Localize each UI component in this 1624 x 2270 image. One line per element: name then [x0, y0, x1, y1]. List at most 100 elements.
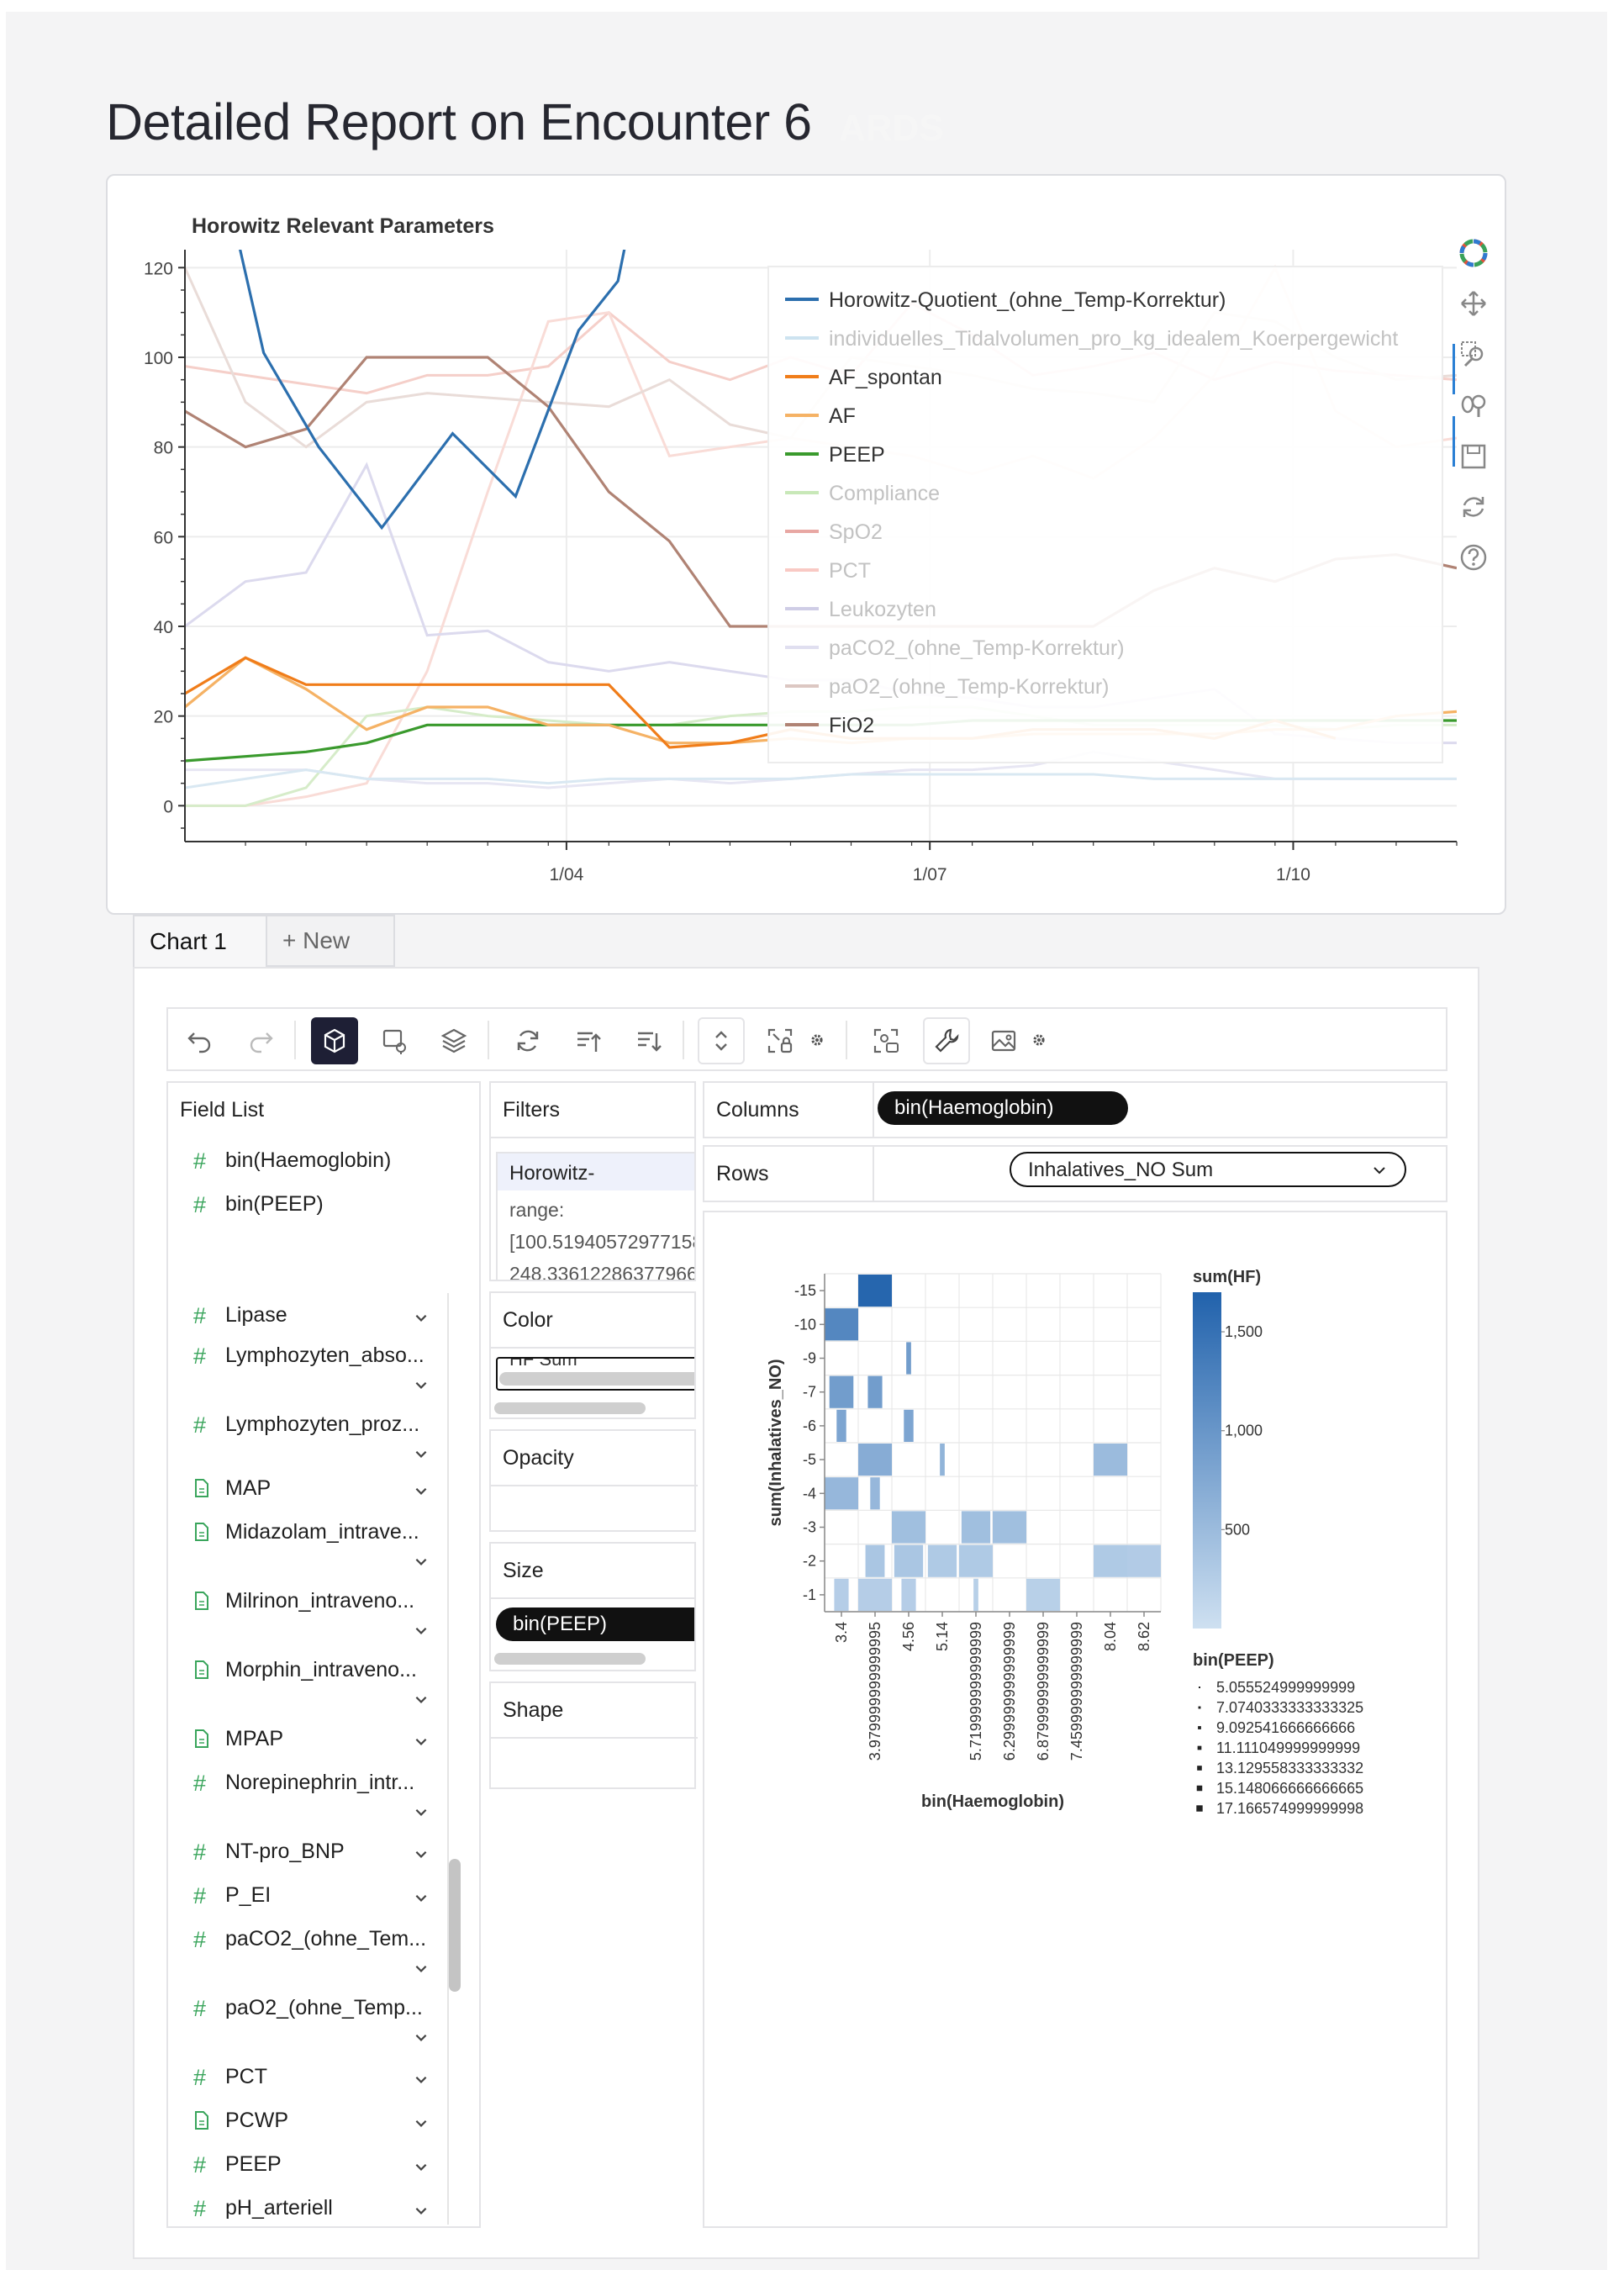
legend[interactable]: Horowitz-Quotient_(ohne_Temp-Korrektur)i… — [767, 266, 1443, 763]
chevron-down-icon[interactable] — [414, 2068, 429, 2083]
wheel-zoom-icon[interactable] — [1457, 388, 1490, 421]
heatmap-cell[interactable] — [836, 1409, 846, 1442]
legend-item-label[interactable]: AF — [829, 404, 856, 428]
filter-item[interactable]: Horowitz- range: [100.51940572977158 248… — [496, 1152, 696, 1280]
legend-item-label[interactable]: PCT — [829, 559, 871, 583]
transpose-button[interactable] — [504, 1017, 551, 1064]
hash-icon: # — [193, 1883, 207, 1908]
mark-type-button[interactable] — [311, 1017, 358, 1064]
chevron-down-icon[interactable] — [414, 1843, 429, 1858]
heatmap-cell[interactable] — [1094, 1444, 1127, 1476]
heatmap-cell[interactable] — [906, 1342, 911, 1375]
size-chip[interactable]: bin(PEEP) — [496, 1607, 694, 1641]
heatmap-cell[interactable] — [1026, 1578, 1060, 1611]
legend-item-label[interactable]: AF_spontan — [829, 366, 942, 389]
heatmap-svg[interactable]: -15 -10 -9 -7 -6 -5 -4 -3 -2 -1 3.4 3.9799999999999… — [704, 1212, 1444, 2221]
tab-new-chart[interactable]: + New — [267, 915, 395, 967]
scrollbar-thumb[interactable] — [494, 1653, 646, 1665]
chevron-down-icon[interactable] — [414, 1550, 429, 1565]
gear-icon[interactable] — [809, 1032, 825, 1048]
chevron-down-icon[interactable] — [414, 1957, 429, 1972]
heatmap-cell[interactable] — [940, 1444, 945, 1476]
chevron-down-icon[interactable] — [414, 2156, 429, 2171]
color-chip[interactable]: HF Sum — [496, 1357, 694, 1391]
chevron-down-icon[interactable] — [414, 2026, 429, 2041]
chevron-down-icon[interactable] — [414, 1374, 429, 1389]
legend-item-label[interactable]: Leukozyten — [829, 598, 936, 621]
heatmap-cell[interactable] — [1127, 1544, 1161, 1577]
heatmap-cell[interactable] — [973, 1578, 978, 1611]
heatmap-cell[interactable] — [959, 1544, 993, 1577]
heatmap-cell[interactable] — [865, 1544, 885, 1577]
size-legend-label: 9.092541666666666 — [1216, 1719, 1355, 1736]
layers-button[interactable] — [430, 1017, 477, 1064]
hash-icon: # — [193, 1192, 207, 1217]
chevron-down-icon[interactable] — [414, 2199, 429, 2215]
chevron-down-icon[interactable] — [414, 1480, 429, 1495]
box-zoom-icon[interactable] — [1457, 337, 1490, 371]
legend-item-label[interactable]: Compliance — [829, 482, 940, 505]
heatmap-cell[interactable] — [1094, 1544, 1127, 1577]
export-image-button[interactable] — [980, 1017, 1027, 1064]
legend-item-label[interactable]: PEEP — [829, 443, 885, 467]
heatmap-cell[interactable] — [927, 1544, 957, 1577]
heatmap-cell[interactable] — [834, 1578, 849, 1611]
rows-dropdown[interactable]: Inhalatives_NO Sum — [1010, 1152, 1406, 1187]
explain-data-button[interactable] — [862, 1017, 910, 1064]
filter-range-value: [100.51940572977158 — [509, 1231, 696, 1253]
chevron-down-icon[interactable] — [414, 1443, 429, 1458]
hash-icon: # — [193, 2065, 207, 2090]
scrollbar-thumb[interactable] — [494, 1402, 646, 1414]
save-icon[interactable] — [1457, 440, 1490, 473]
legend-item-label[interactable]: individuelles_Tidalvolumen_pro_kg_ideale… — [829, 327, 1398, 351]
heatmap-cell[interactable] — [993, 1511, 1026, 1544]
tools-button[interactable] — [923, 1017, 970, 1064]
toolbar-separator — [488, 1021, 489, 1059]
x-tick-label: 1/10 — [1276, 865, 1310, 884]
heatmap-cell[interactable] — [892, 1511, 925, 1544]
heatmap-cell[interactable] — [961, 1511, 991, 1544]
stack-mode-button[interactable] — [698, 1017, 745, 1064]
heatmap-cell[interactable] — [858, 1275, 892, 1307]
heatmap-cell[interactable] — [901, 1578, 916, 1611]
pan-tool-icon[interactable] — [1457, 287, 1490, 320]
gear-icon[interactable] — [1031, 1032, 1047, 1048]
chevron-down-icon[interactable] — [414, 1688, 429, 1703]
heatmap-cell[interactable] — [867, 1375, 883, 1408]
chevron-down-icon[interactable] — [414, 1619, 429, 1634]
sort-descending-button[interactable] — [625, 1017, 672, 1064]
heatmap-cell[interactable] — [870, 1477, 880, 1510]
help-icon[interactable] — [1457, 541, 1490, 574]
columns-chip[interactable]: bin(Haemoglobin) — [878, 1091, 1128, 1125]
heatmap-cell[interactable] — [858, 1444, 892, 1476]
chevron-down-icon[interactable] — [414, 1730, 429, 1745]
line-chart-svg[interactable]: 120 100 80 60 40 20 0 1/04 1/07 1/10 Horowitz-Quo… — [108, 176, 1506, 915]
legend-item-label[interactable]: paO2_(ohne_Temp-Korrektur) — [829, 675, 1110, 699]
chevron-down-icon[interactable] — [414, 1887, 429, 1902]
heatmap-cell[interactable] — [894, 1544, 924, 1577]
y-tick-label: 60 — [154, 528, 173, 547]
document-icon — [193, 1591, 212, 1613]
legend-item-label[interactable]: SpO2 — [829, 520, 883, 544]
interaction-button[interactable] — [372, 1017, 419, 1064]
scrollbar-thumb[interactable] — [449, 1859, 461, 1992]
legend-item-label[interactable]: Horowitz-Quotient_(ohne_Temp-Korrektur) — [829, 288, 1226, 312]
bokeh-logo-icon[interactable] — [1457, 236, 1490, 270]
legend-item-label[interactable]: paCO2_(ohne_Temp-Korrektur) — [829, 636, 1125, 660]
heatmap-cell[interactable] — [825, 1477, 858, 1510]
tab-chart-1[interactable]: Chart 1 — [133, 915, 267, 967]
chevron-down-icon[interactable] — [414, 1307, 429, 1322]
legend-item-label[interactable]: FiO2 — [829, 714, 874, 737]
chevron-down-icon[interactable] — [414, 2112, 429, 2127]
chevron-down-icon[interactable] — [414, 1801, 429, 1816]
undo-button[interactable] — [177, 1017, 224, 1064]
chart-title: Horowitz Relevant Parameters — [192, 214, 494, 238]
heatmap-cell[interactable] — [858, 1578, 892, 1611]
heatmap-cell[interactable] — [829, 1375, 854, 1408]
heatmap-cell[interactable] — [904, 1409, 914, 1442]
axis-resize-button[interactable] — [757, 1017, 804, 1064]
sort-ascending-button[interactable] — [565, 1017, 612, 1064]
heatmap-cell[interactable] — [825, 1308, 858, 1341]
reset-icon[interactable] — [1457, 490, 1490, 524]
redo-button[interactable] — [237, 1017, 284, 1064]
